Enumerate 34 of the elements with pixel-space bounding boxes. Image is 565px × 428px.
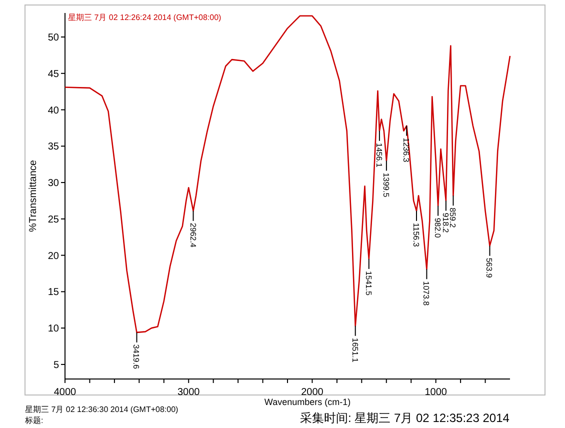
annotation: 1651.1 [350,338,360,363]
text: 采集时间: 星期三 7月 02 12:35:23 2014 [300,411,510,425]
y-tick-label: 20 [48,250,60,262]
line-series [64,15,511,334]
y-tick-label: 5 [53,360,60,371]
annotation: 1156.3 [412,222,421,248]
annotation: 1456.1 [374,142,384,168]
annotation: 1236.3 [402,138,411,163]
annotation: 859.2 [448,208,458,228]
y-tick-label: 10 [48,324,60,335]
annotation: 563.9 [484,258,494,278]
x-axis-title: Wavenumbers (cm-1) [264,397,351,407]
x-tick-label: 1000 [424,387,448,398]
annotation: 星期三 7月 02 12:26:24 2014 (GMT+08:00) [68,13,222,22]
x-tick-label: 3000 [177,387,200,398]
y-tick-label: 45 [48,68,60,80]
annotation: 1541.5 [364,270,373,296]
y-axis-title: %Transmittance [28,160,39,232]
y-tick-label: 40 [48,105,60,116]
annotation: 1073.8 [422,281,431,306]
text: 标题: [24,416,44,425]
annotation: 2962.4 [188,222,198,248]
y-tick-label: 25 [48,214,60,226]
annotation: 918.2 [440,212,450,234]
annotation: 1399.5 [381,172,390,198]
annotation: 3419.6 [132,344,141,370]
y-tick-label: 50 [48,32,60,44]
x-tick-label: 2000 [301,387,324,398]
annotation: 982.0 [433,218,442,238]
text: 星期三 7月 02 12:36:30 2014 (GMT+08:00) [25,405,179,414]
y-tick-label: 15 [48,287,60,298]
y-tick-label: 35 [48,142,60,153]
y-tick-label: 30 [48,178,60,190]
x-tick-label: 4000 [54,387,77,398]
